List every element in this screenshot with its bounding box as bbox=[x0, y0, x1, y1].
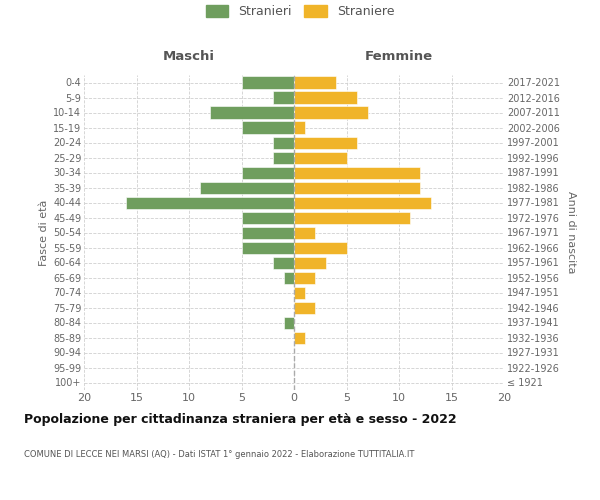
Bar bbox=[241, 76, 294, 88]
Bar bbox=[294, 256, 325, 268]
Bar bbox=[241, 242, 294, 254]
Text: Maschi: Maschi bbox=[163, 50, 215, 62]
Bar bbox=[241, 226, 294, 238]
Bar bbox=[294, 136, 357, 148]
Bar bbox=[294, 196, 431, 208]
Bar bbox=[294, 152, 347, 164]
Bar bbox=[294, 106, 367, 118]
Text: Popolazione per cittadinanza straniera per età e sesso - 2022: Popolazione per cittadinanza straniera p… bbox=[24, 412, 457, 426]
Bar bbox=[294, 286, 305, 298]
Bar bbox=[273, 92, 294, 104]
Bar bbox=[294, 212, 409, 224]
Bar bbox=[199, 182, 294, 194]
Bar bbox=[284, 272, 294, 283]
Bar bbox=[273, 152, 294, 164]
Bar bbox=[294, 122, 305, 134]
Bar bbox=[294, 272, 315, 283]
Y-axis label: Anni di nascita: Anni di nascita bbox=[566, 191, 577, 274]
Bar bbox=[273, 256, 294, 268]
Bar bbox=[294, 242, 347, 254]
Legend: Stranieri, Straniere: Stranieri, Straniere bbox=[201, 0, 399, 23]
Text: COMUNE DI LECCE NEI MARSI (AQ) - Dati ISTAT 1° gennaio 2022 - Elaborazione TUTTI: COMUNE DI LECCE NEI MARSI (AQ) - Dati IS… bbox=[24, 450, 415, 459]
Bar bbox=[273, 136, 294, 148]
Y-axis label: Fasce di età: Fasce di età bbox=[38, 200, 49, 266]
Bar bbox=[241, 166, 294, 178]
Bar bbox=[294, 76, 336, 88]
Bar bbox=[294, 92, 357, 104]
Bar bbox=[241, 122, 294, 134]
Bar bbox=[126, 196, 294, 208]
Text: Femmine: Femmine bbox=[365, 50, 433, 62]
Bar bbox=[294, 166, 420, 178]
Bar bbox=[210, 106, 294, 118]
Bar bbox=[294, 182, 420, 194]
Bar bbox=[284, 316, 294, 328]
Bar bbox=[294, 226, 315, 238]
Bar bbox=[241, 212, 294, 224]
Bar bbox=[294, 302, 315, 314]
Bar bbox=[294, 332, 305, 344]
